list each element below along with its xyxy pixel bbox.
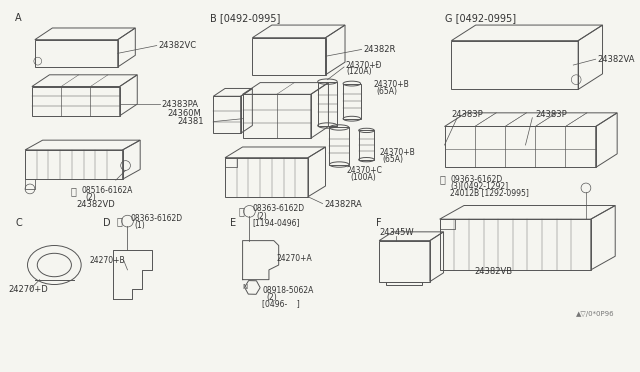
Text: 24382VB: 24382VB bbox=[475, 267, 513, 276]
Text: 24382VC: 24382VC bbox=[159, 41, 197, 50]
Text: (2): (2) bbox=[266, 293, 276, 302]
Text: (65A): (65A) bbox=[376, 87, 397, 96]
Text: [1194-0496]: [1194-0496] bbox=[252, 219, 300, 228]
Text: [0496-    ]: [0496- ] bbox=[262, 299, 300, 308]
Text: (100A): (100A) bbox=[350, 173, 376, 182]
Text: C: C bbox=[15, 218, 22, 228]
Text: ▲▽/0*0P96: ▲▽/0*0P96 bbox=[576, 311, 615, 317]
Text: (65A): (65A) bbox=[382, 155, 403, 164]
Text: 24270+A: 24270+A bbox=[276, 254, 312, 263]
Text: Ⓢ: Ⓢ bbox=[239, 206, 244, 217]
Text: G [0492-0995]: G [0492-0995] bbox=[445, 13, 516, 23]
Text: 09363-6162D: 09363-6162D bbox=[451, 175, 502, 184]
Text: D: D bbox=[103, 218, 111, 228]
Text: (2): (2) bbox=[256, 212, 267, 221]
Text: N: N bbox=[242, 285, 247, 291]
Text: 24370+B: 24370+B bbox=[379, 148, 415, 157]
Text: A: A bbox=[15, 13, 22, 23]
Text: 24382R: 24382R bbox=[364, 45, 396, 54]
Text: 08516-6162A: 08516-6162A bbox=[82, 186, 133, 195]
Text: (2): (2) bbox=[86, 193, 96, 202]
Text: 24383PA: 24383PA bbox=[162, 100, 198, 109]
Text: 08363-6162D: 08363-6162D bbox=[131, 214, 182, 223]
Text: 08363-6162D: 08363-6162D bbox=[252, 204, 305, 213]
Text: F: F bbox=[376, 218, 382, 228]
Text: 24383P: 24383P bbox=[535, 110, 567, 119]
Text: Ⓢ: Ⓢ bbox=[71, 186, 77, 196]
Text: 24012B [1292-0995]: 24012B [1292-0995] bbox=[451, 188, 529, 197]
Text: 24370+B: 24370+B bbox=[373, 80, 409, 89]
Text: B [0492-0995]: B [0492-0995] bbox=[211, 13, 281, 23]
Text: (1): (1) bbox=[134, 221, 145, 231]
Text: 24270+D: 24270+D bbox=[8, 285, 48, 294]
Text: (120A): (120A) bbox=[346, 67, 372, 76]
Text: 24370+Đ: 24370+Đ bbox=[346, 61, 383, 70]
Text: 24370+C: 24370+C bbox=[347, 166, 383, 175]
Text: 24360M: 24360M bbox=[168, 109, 202, 118]
Text: 24382VA: 24382VA bbox=[598, 55, 635, 64]
Text: Ⓢ: Ⓢ bbox=[116, 216, 123, 226]
Text: 24383P: 24383P bbox=[451, 110, 483, 119]
Text: E: E bbox=[230, 218, 236, 228]
Text: 24382RA: 24382RA bbox=[324, 200, 362, 209]
Text: 24382VD: 24382VD bbox=[77, 200, 116, 209]
Text: Ⓢ: Ⓢ bbox=[440, 174, 445, 184]
Text: 08918-5062A: 08918-5062A bbox=[262, 286, 314, 295]
Text: 24270+B: 24270+B bbox=[90, 256, 125, 264]
Text: 24381: 24381 bbox=[177, 117, 204, 126]
Text: (3)[0492-1292]: (3)[0492-1292] bbox=[451, 182, 509, 190]
Text: 24345W: 24345W bbox=[379, 228, 414, 237]
